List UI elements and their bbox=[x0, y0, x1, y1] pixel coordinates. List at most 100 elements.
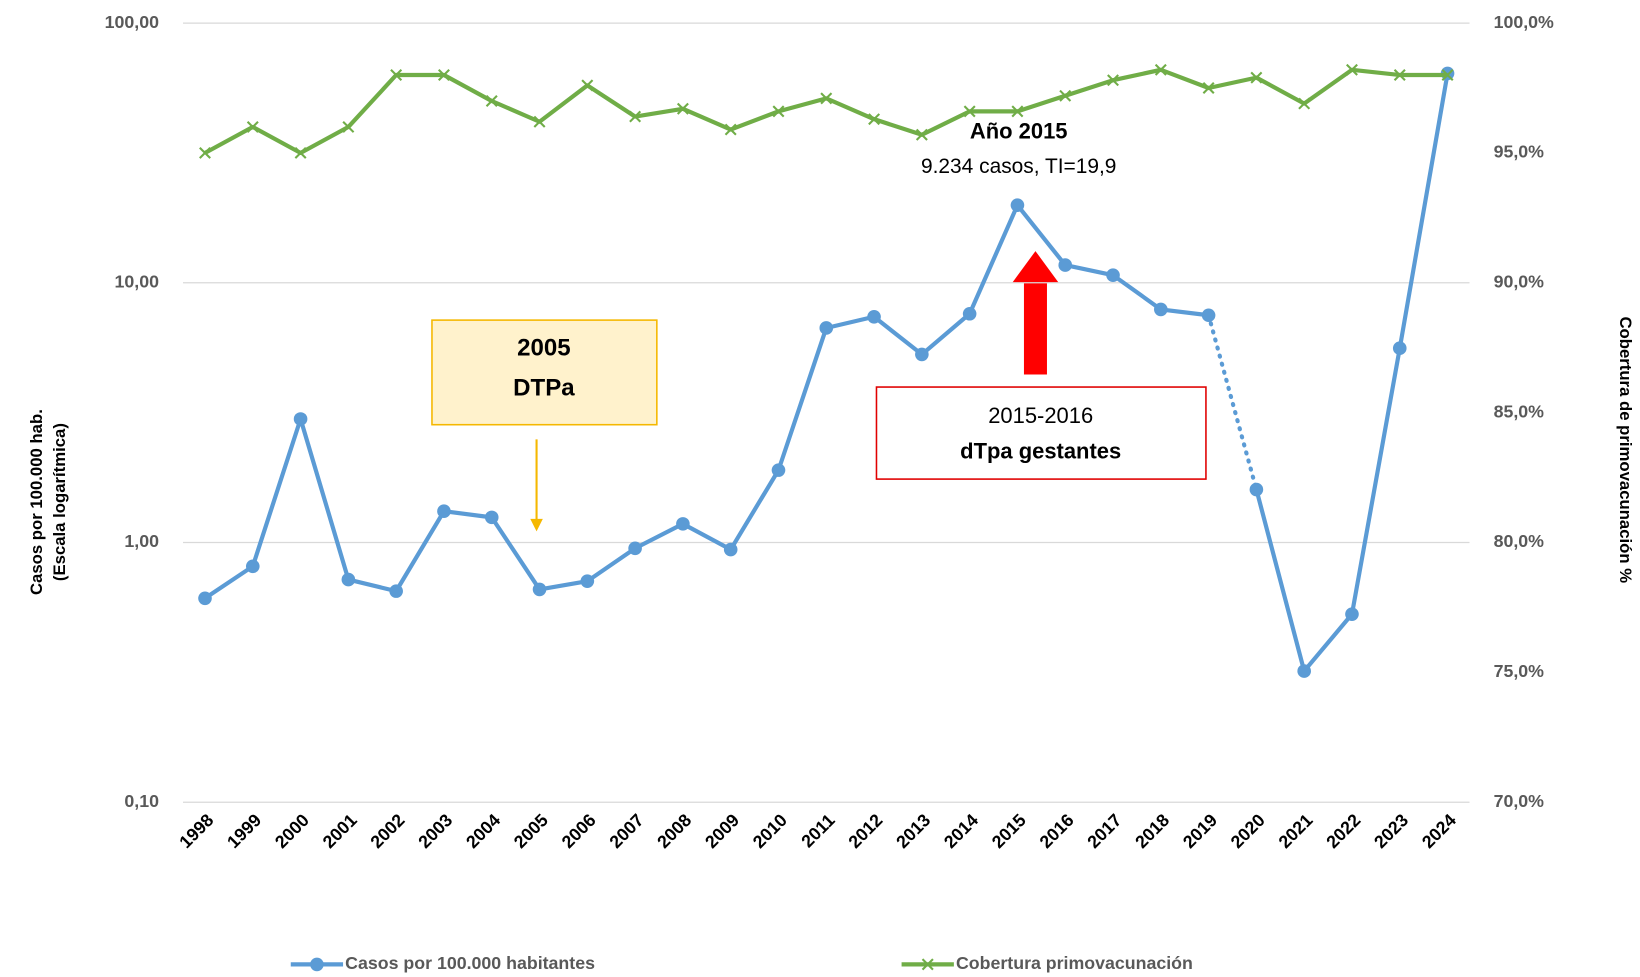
y-tick-label: 100,00 bbox=[105, 12, 159, 32]
data-point bbox=[1107, 74, 1119, 87]
x-tick-label: 2012 bbox=[844, 810, 886, 852]
data-point bbox=[724, 123, 737, 136]
annotation-arrow-head bbox=[1012, 251, 1059, 283]
y-tick-label: 1,00 bbox=[124, 531, 159, 551]
x-tick-label: 1998 bbox=[175, 810, 217, 852]
annotation-box bbox=[431, 319, 658, 426]
data-point bbox=[293, 412, 308, 426]
data-point bbox=[1202, 82, 1215, 94]
y2-tick-label: 70,0% bbox=[1494, 791, 1545, 811]
annotation-box bbox=[875, 386, 1207, 480]
data-point bbox=[915, 347, 929, 362]
data-point bbox=[389, 584, 403, 598]
x-tick-label: 1999 bbox=[223, 810, 265, 852]
x-tick-label: 2018 bbox=[1131, 810, 1173, 852]
data-point bbox=[484, 510, 499, 525]
x-tick-label: 2007 bbox=[605, 810, 647, 852]
y-axis-title: Casos por 100.000 hab. bbox=[27, 409, 46, 595]
data-point bbox=[771, 463, 786, 477]
x-tick-label: 2020 bbox=[1227, 810, 1269, 852]
data-point bbox=[1298, 97, 1311, 110]
data-point bbox=[533, 115, 546, 128]
data-point bbox=[198, 591, 212, 606]
annotation: 2015-2016 bbox=[988, 403, 1093, 428]
data-point bbox=[1201, 308, 1216, 323]
y2-tick-label: 85,0% bbox=[1494, 401, 1545, 421]
data-point bbox=[342, 120, 355, 133]
data-point bbox=[676, 517, 690, 531]
x-tick-label: 2008 bbox=[653, 810, 695, 852]
x-tick-label: 2009 bbox=[701, 810, 743, 852]
data-point bbox=[1441, 69, 1454, 81]
x-tick-label: 2023 bbox=[1370, 810, 1412, 852]
data-point bbox=[676, 102, 689, 115]
data-point bbox=[819, 321, 834, 335]
data-point bbox=[1392, 341, 1407, 356]
x-tick-label: 2024 bbox=[1418, 810, 1460, 852]
annotation: DTPa bbox=[513, 374, 575, 401]
x-tick-label: 2013 bbox=[892, 810, 934, 852]
y-axis-title: (Escala logarítmica) bbox=[50, 423, 69, 581]
x-tick-label: 2003 bbox=[414, 810, 456, 852]
data-point bbox=[294, 146, 307, 159]
x-tick-label: 2002 bbox=[366, 810, 408, 852]
data-point bbox=[963, 105, 976, 118]
y2-tick-label: 95,0% bbox=[1494, 142, 1545, 162]
annotation: dTpa gestantes bbox=[960, 439, 1121, 464]
legend-label: Casos por 100.000 habitantes bbox=[345, 953, 595, 973]
data-point bbox=[1059, 89, 1072, 102]
legend-marker bbox=[310, 957, 324, 972]
data-point bbox=[772, 105, 785, 118]
y-tick-label: 0,10 bbox=[124, 791, 159, 811]
data-point bbox=[532, 582, 547, 597]
data-point bbox=[1345, 607, 1359, 621]
x-tick-label: 2016 bbox=[1036, 810, 1078, 852]
data-point bbox=[629, 110, 642, 123]
annotation: 9.234 casos, TI=19,9 bbox=[921, 155, 1116, 178]
annotation: Año 2015 bbox=[970, 119, 1068, 144]
data-point bbox=[1154, 63, 1167, 76]
x-tick-label: 2004 bbox=[462, 810, 504, 852]
annotation: 2005 bbox=[517, 335, 571, 362]
annotation-arrow bbox=[1023, 280, 1047, 375]
x-tick-label: 2005 bbox=[510, 810, 552, 852]
y2-tick-label: 75,0% bbox=[1494, 661, 1545, 681]
data-point bbox=[341, 572, 356, 587]
data-point bbox=[915, 128, 928, 141]
series-line bbox=[203, 73, 1450, 674]
y2-tick-label: 80,0% bbox=[1494, 531, 1545, 551]
data-point bbox=[246, 120, 259, 133]
x-tick-label: 2022 bbox=[1322, 810, 1364, 852]
data-point bbox=[1249, 482, 1264, 497]
data-point bbox=[437, 504, 451, 519]
data-point bbox=[1010, 198, 1025, 212]
data-point bbox=[1058, 258, 1073, 272]
data-point bbox=[485, 95, 498, 107]
annotation-arrow-head bbox=[530, 518, 543, 532]
data-point bbox=[1393, 69, 1406, 81]
data-point bbox=[820, 92, 833, 105]
data-point bbox=[628, 541, 642, 556]
x-tick-label: 2014 bbox=[940, 810, 982, 852]
series-dotted-segment bbox=[1206, 313, 1259, 492]
data-point bbox=[580, 574, 595, 588]
x-tick-label: 2001 bbox=[319, 810, 361, 852]
x-tick-label: 2011 bbox=[797, 810, 838, 851]
x-tick-label: 2021 bbox=[1275, 810, 1317, 852]
data-point bbox=[867, 309, 881, 324]
x-tick-label: 2000 bbox=[271, 810, 313, 852]
data-point bbox=[868, 113, 881, 126]
data-point bbox=[723, 542, 738, 557]
data-point bbox=[437, 69, 450, 81]
data-point bbox=[962, 306, 977, 321]
legend-label: Cobertura primovacunación bbox=[956, 953, 1193, 973]
x-tick-label: 2010 bbox=[749, 810, 791, 852]
data-point bbox=[1011, 105, 1024, 118]
data-point bbox=[245, 559, 260, 574]
data-point bbox=[1297, 664, 1311, 678]
y2-tick-label: 90,0% bbox=[1494, 272, 1545, 292]
data-point bbox=[581, 79, 594, 92]
data-point bbox=[1106, 268, 1120, 282]
data-point bbox=[1250, 71, 1263, 84]
